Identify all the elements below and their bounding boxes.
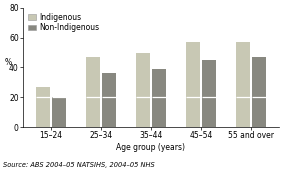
Bar: [186, 97, 200, 127]
Bar: [136, 53, 150, 97]
Bar: [236, 97, 250, 127]
X-axis label: Age group (years): Age group (years): [116, 143, 185, 152]
Bar: [252, 97, 266, 127]
Bar: [152, 97, 166, 127]
Text: Source: ABS 2004–05 NATSIHS, 2004–05 NHS: Source: ABS 2004–05 NATSIHS, 2004–05 NHS: [3, 162, 155, 168]
Bar: [202, 97, 216, 127]
Bar: [52, 97, 66, 127]
Bar: [152, 69, 166, 97]
Bar: [102, 97, 116, 127]
Bar: [136, 97, 150, 127]
Bar: [36, 87, 50, 97]
Bar: [202, 60, 216, 97]
Bar: [186, 42, 200, 97]
Legend: Indigenous, Non-Indigenous: Indigenous, Non-Indigenous: [27, 12, 101, 34]
Bar: [236, 42, 250, 97]
Y-axis label: %: %: [4, 58, 11, 67]
Bar: [102, 73, 116, 97]
Bar: [86, 57, 100, 97]
Bar: [86, 97, 100, 127]
Bar: [36, 97, 50, 127]
Bar: [252, 57, 266, 97]
